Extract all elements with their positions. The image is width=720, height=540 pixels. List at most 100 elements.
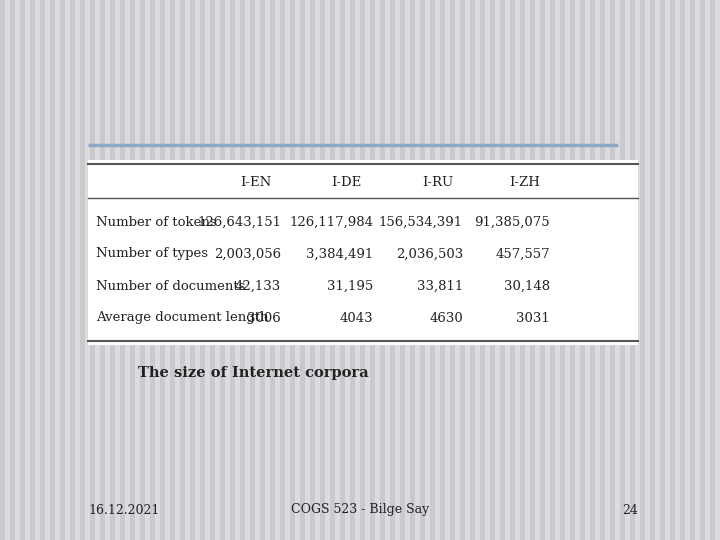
Bar bbox=[115, 0, 120, 540]
Bar bbox=[135, 0, 140, 540]
Text: I-DE: I-DE bbox=[331, 176, 361, 188]
Bar bbox=[310, 0, 315, 540]
Text: Average document length: Average document length bbox=[96, 312, 269, 325]
Bar bbox=[575, 0, 580, 540]
Bar bbox=[480, 0, 485, 540]
Text: Number of documents: Number of documents bbox=[96, 280, 246, 293]
Bar bbox=[675, 0, 680, 540]
Bar bbox=[160, 0, 165, 540]
Bar bbox=[30, 0, 35, 540]
Bar bbox=[455, 0, 460, 540]
Bar bbox=[395, 0, 400, 540]
Bar bbox=[335, 0, 340, 540]
Bar bbox=[490, 0, 495, 540]
Bar bbox=[300, 0, 305, 540]
Bar bbox=[625, 0, 630, 540]
Text: 2,036,503: 2,036,503 bbox=[396, 247, 463, 260]
Bar bbox=[555, 0, 560, 540]
Bar bbox=[95, 0, 100, 540]
Text: 42,133: 42,133 bbox=[235, 280, 281, 293]
Bar bbox=[520, 0, 525, 540]
Bar bbox=[220, 0, 225, 540]
Bar bbox=[275, 0, 280, 540]
Bar bbox=[525, 0, 530, 540]
Bar bbox=[320, 0, 325, 540]
Bar bbox=[60, 0, 65, 540]
Bar bbox=[655, 0, 660, 540]
Bar bbox=[140, 0, 145, 540]
Bar bbox=[270, 0, 275, 540]
Bar bbox=[665, 0, 670, 540]
Bar bbox=[40, 0, 45, 540]
Bar bbox=[15, 0, 20, 540]
Bar bbox=[240, 0, 245, 540]
Bar bbox=[385, 0, 390, 540]
Bar bbox=[35, 0, 40, 540]
Text: 156,534,391: 156,534,391 bbox=[379, 215, 463, 228]
Text: 4630: 4630 bbox=[429, 312, 463, 325]
Text: 4043: 4043 bbox=[339, 312, 373, 325]
Bar bbox=[110, 0, 115, 540]
Bar bbox=[615, 0, 620, 540]
Bar bbox=[210, 0, 215, 540]
Text: 33,811: 33,811 bbox=[417, 280, 463, 293]
Bar bbox=[405, 0, 410, 540]
Bar bbox=[485, 0, 490, 540]
Bar bbox=[370, 0, 375, 540]
Bar bbox=[640, 0, 645, 540]
Bar bbox=[200, 0, 205, 540]
Bar bbox=[280, 0, 285, 540]
Bar bbox=[20, 0, 25, 540]
Bar bbox=[710, 0, 715, 540]
Bar bbox=[120, 0, 125, 540]
Bar bbox=[705, 0, 710, 540]
Text: 3006: 3006 bbox=[247, 312, 281, 325]
Bar bbox=[610, 0, 615, 540]
Bar bbox=[315, 0, 320, 540]
Bar bbox=[175, 0, 180, 540]
Bar bbox=[130, 0, 135, 540]
Bar bbox=[165, 0, 170, 540]
Bar bbox=[585, 0, 590, 540]
Bar bbox=[495, 0, 500, 540]
Bar bbox=[500, 0, 505, 540]
Bar bbox=[415, 0, 420, 540]
Bar bbox=[230, 0, 235, 540]
Bar bbox=[245, 0, 250, 540]
Bar bbox=[380, 0, 385, 540]
Bar bbox=[535, 0, 540, 540]
Bar bbox=[365, 0, 370, 540]
Bar bbox=[695, 0, 700, 540]
Bar bbox=[75, 0, 80, 540]
Bar bbox=[435, 0, 440, 540]
Bar bbox=[715, 0, 720, 540]
Text: 24: 24 bbox=[622, 503, 638, 516]
Bar bbox=[125, 0, 130, 540]
Bar bbox=[600, 0, 605, 540]
Text: 126,117,984: 126,117,984 bbox=[289, 215, 373, 228]
Bar bbox=[180, 0, 185, 540]
Bar bbox=[235, 0, 240, 540]
Bar bbox=[450, 0, 455, 540]
Bar bbox=[255, 0, 260, 540]
Bar bbox=[340, 0, 345, 540]
Bar bbox=[445, 0, 450, 540]
Bar bbox=[460, 0, 465, 540]
Bar bbox=[330, 0, 335, 540]
Text: 3,384,491: 3,384,491 bbox=[306, 247, 373, 260]
Text: I-EN: I-EN bbox=[240, 176, 271, 188]
Text: The size of Internet corpora: The size of Internet corpora bbox=[138, 366, 374, 380]
Bar bbox=[80, 0, 85, 540]
Bar bbox=[690, 0, 695, 540]
Bar bbox=[355, 0, 360, 540]
Bar bbox=[5, 0, 10, 540]
Bar bbox=[680, 0, 685, 540]
Bar bbox=[350, 0, 355, 540]
Bar bbox=[505, 0, 510, 540]
Bar bbox=[155, 0, 160, 540]
Bar bbox=[560, 0, 565, 540]
Bar bbox=[400, 0, 405, 540]
Bar bbox=[605, 0, 610, 540]
Bar bbox=[360, 0, 365, 540]
Text: Number of types: Number of types bbox=[96, 247, 208, 260]
